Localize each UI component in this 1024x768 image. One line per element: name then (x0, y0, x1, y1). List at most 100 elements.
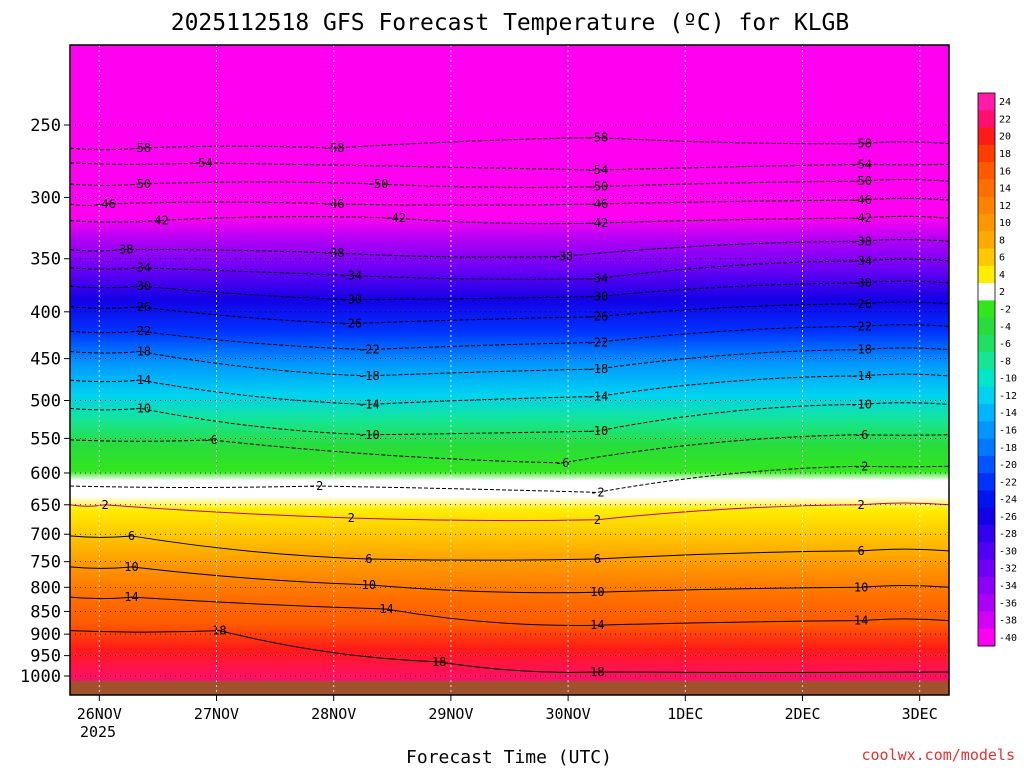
colorbar-label: -24 (999, 495, 1017, 506)
contour-line (70, 434, 949, 464)
colorbar-swatch (978, 386, 995, 405)
colorbar-frame (977, 92, 996, 647)
colorbar-label: -26 (999, 512, 1017, 523)
ground-strip (70, 681, 949, 695)
y-tick-label: 300 (30, 188, 61, 208)
colorbar: 24 22 20 18 16 14 12 10 8 6 4 2 -2 -4 -6 -8 -10 -12 -14 -16… (977, 92, 1017, 647)
x-tick-label: 29NOV (428, 705, 473, 723)
contour-label: -42 (147, 214, 169, 228)
colorbar-swatch (978, 231, 995, 250)
contour-label: -18 (358, 369, 380, 383)
y-tick-label: 400 (30, 303, 61, 323)
colorbar-label: -2 (999, 305, 1011, 316)
x-tick-label: 30NOV (546, 705, 591, 723)
colorbar-label: 24 (999, 97, 1011, 108)
contour-line (70, 162, 949, 171)
contour-label: -30 (850, 276, 872, 290)
plot-frame (69, 44, 950, 696)
contour-label: -42 (384, 211, 406, 225)
colorbar-swatch (978, 196, 995, 215)
contour-label: 18 (212, 624, 226, 638)
chart-title: 2025112518 GFS Forecast Temperature (ºC)… (171, 10, 850, 36)
contour-label: -14 (358, 397, 380, 411)
colorbar-label: -32 (999, 564, 1017, 575)
x-tick-label: 28NOV (311, 705, 356, 723)
colorbar-label: 8 (999, 235, 1005, 246)
contour-line (70, 280, 949, 301)
colorbar-swatch (978, 283, 995, 301)
contour-line (70, 535, 949, 561)
contour-label: 14 (854, 614, 868, 628)
contour-label: -22 (358, 343, 380, 357)
y-tick-label: 450 (30, 350, 61, 370)
contour-label: -34 (587, 272, 609, 286)
contour-line (70, 178, 949, 188)
contour-label: -26 (129, 300, 151, 314)
contour-label: 14 (124, 590, 138, 604)
colorbar-label: -28 (999, 529, 1017, 540)
colorbar-label: -22 (999, 477, 1017, 488)
colorbar-swatch (978, 525, 995, 543)
colorbar-swatch (978, 594, 995, 612)
plot-area: -58 -58 -58 -58 -54 -54 -54 -50 -50 -50 -50 -46 -46 -… (70, 45, 949, 695)
contour-label: -30 (129, 279, 151, 293)
colorbar-label: -16 (999, 425, 1017, 436)
contour-label: -50 (129, 177, 151, 191)
contour-label: -58 (850, 137, 872, 151)
contour-label: 10 (854, 580, 868, 594)
colorbar-label: -10 (999, 374, 1017, 385)
y-tick-label: 550 (30, 429, 61, 449)
contour-line (70, 258, 949, 280)
y-tick-label: 850 (30, 602, 61, 622)
colorbar-swatch (978, 369, 995, 388)
contour-label: -14 (850, 369, 872, 383)
contour-label: -10 (129, 401, 151, 415)
colorbar-label: -8 (999, 356, 1011, 367)
contour-label: 18 (432, 655, 446, 669)
colorbar-label: 16 (999, 166, 1011, 177)
colorbar-label: -6 (999, 339, 1011, 350)
contour-label: -54 (587, 163, 609, 177)
contour-line (70, 324, 949, 351)
y-tick-label: 650 (30, 496, 61, 516)
contour-line (70, 465, 949, 493)
colorbar-label: -18 (999, 443, 1017, 454)
y-axis: 250 300 350 400 450 500 550 600 650 700 750 800 850 9… (20, 116, 70, 687)
contour-label: -14 (129, 373, 151, 387)
colorbar-swatch (978, 628, 995, 647)
colorbar-swatch (978, 162, 995, 180)
contour-label: -34 (850, 254, 872, 268)
contour-lines: -58 -58 -58 -58 -54 -54 -54 -50 -50 -50 -50 -46 -46 -… (70, 131, 949, 679)
contour-label: -46 (850, 193, 872, 207)
colorbar-label: -20 (999, 460, 1017, 471)
colorbar-swatch (978, 127, 995, 146)
contour-line (70, 402, 949, 436)
contour-label: -38 (850, 234, 872, 248)
contour-label: -38 (551, 249, 573, 263)
colorbar-label: 4 (999, 270, 1005, 281)
colorbar-label: -36 (999, 598, 1017, 609)
temperature-field (70, 45, 949, 681)
colorbar-swatch (978, 421, 995, 440)
contour-line (70, 373, 949, 405)
y-tick-label: 750 (30, 553, 61, 573)
colorbar-swatch (978, 144, 995, 163)
contour-label: -50 (587, 180, 609, 194)
x-year-label: 2025 (80, 723, 116, 741)
contour-label: 6 (128, 529, 135, 543)
x-axis: 26NOV 27NOV 28NOV 29NOV 30NOV 1DEC 2DEC 3DEC (77, 695, 938, 723)
contour-label: -30 (587, 290, 609, 304)
colorbar-swatch (978, 507, 995, 526)
colorbar-swatch (978, 542, 995, 561)
contour-line (70, 596, 949, 626)
contour-line (70, 137, 949, 151)
colorbar-label: -14 (999, 408, 1017, 419)
colorbar-swatch (978, 611, 995, 630)
colorbar-swatch (978, 576, 995, 595)
contour-label: -46 (587, 197, 609, 211)
colorbar-label: 12 (999, 201, 1011, 212)
contour-label: -22 (587, 335, 609, 349)
colorbar-swatch (978, 334, 995, 353)
contour-label: 14 (379, 602, 393, 616)
